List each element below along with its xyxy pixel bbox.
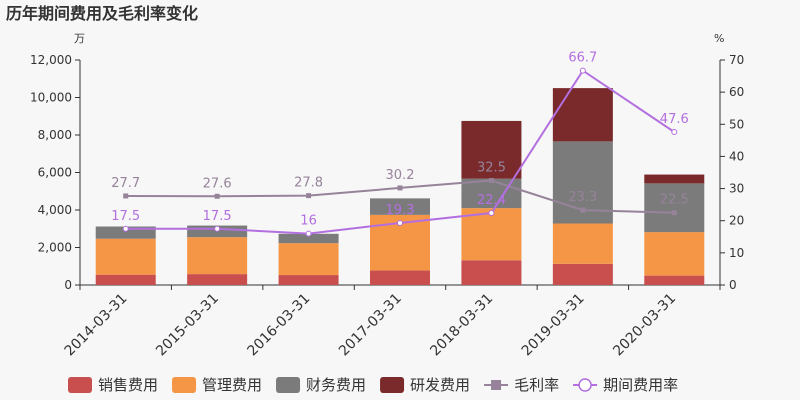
x-tick-label: 2014-03-31 [62,291,131,360]
bar-segment [552,223,613,264]
x-tick-label: 2019-03-31 [519,291,588,360]
y-right-tick-label: 20 [729,214,744,228]
legend-swatch [380,377,405,393]
data-label: 17.5 [111,209,140,224]
y-right-tick-label: 70 [729,53,744,67]
y-right-tick-label: 30 [729,182,744,196]
data-label: 23.3 [568,190,597,205]
x-tick-label: 2017-03-31 [336,291,405,360]
line-point [214,225,221,232]
bar-segment [370,198,430,215]
line-point [671,129,678,135]
line-point [397,219,403,226]
y-left-tick-label: 10,000 [30,91,72,105]
bars [95,88,705,285]
data-labels: 27.7 27.6 27.8 30.2 32.5 23.3 22.5 17.5 17.5 16 19… [111,51,689,229]
x-tick-label: 2020-03-31 [610,291,679,360]
line-point [306,193,312,199]
y-left-tick-label: 12,000 [30,53,72,67]
data-label: 19.3 [386,203,415,218]
line-point [488,178,494,184]
data-label: 27.8 [294,176,323,191]
y-left-tick-label: 0 [64,278,72,292]
data-label: 32.5 [477,161,506,176]
legend-label: 期间费用率 [603,376,678,394]
lines [122,67,678,237]
line-point [397,185,403,191]
bar-segment [278,275,339,285]
bar-segment [644,183,705,233]
x-tick-label: 2016-03-31 [245,291,314,360]
line-point [579,67,586,74]
y-right-tick-label: 50 [729,117,744,131]
legend-label: 管理费用 [202,376,262,394]
legend-swatch [68,377,92,393]
chart-title: 历年期间费用及毛利率变化 [6,4,198,23]
y-left-tick-label: 4,000 [38,203,72,217]
bar-segment [278,243,339,276]
bar-segment [95,274,156,285]
y-left-tick-label: 6,000 [38,166,72,180]
legend-label: 毛利率 [514,376,559,394]
bar-segment [552,263,613,285]
data-label: 27.6 [203,176,232,191]
line-point [122,225,129,232]
legend-swatch [172,377,197,393]
y-right-tick-label: 0 [729,278,737,292]
y-left-tick-label: 2,000 [38,241,72,255]
data-label: 47.6 [660,112,689,127]
line-point [580,207,586,213]
data-label: 27.7 [111,176,140,191]
data-label: 22.5 [660,193,689,208]
legend-swatch [276,377,301,393]
data-label: 17.5 [203,209,232,224]
legend-marker [491,380,502,390]
data-label: 66.7 [568,51,597,66]
y-right-unit: % [714,32,724,45]
line-point [488,210,495,216]
bar-segment [644,275,705,285]
bar-segment [187,274,248,285]
bar-segment [461,120,522,179]
x-tick-label: 2015-03-31 [153,291,222,360]
bar-segment [461,260,522,285]
data-label: 22.4 [477,193,506,208]
y-left-unit: 万 [74,32,85,45]
bar-segment [644,232,705,276]
bar-segment [552,88,613,142]
legend-marker [578,378,592,392]
line-point [671,210,677,216]
legend-label: 销售费用 [98,376,158,394]
data-label: 30.2 [386,168,415,183]
legend-label: 财务费用 [306,376,366,394]
data-label: 16 [300,214,317,229]
y-right-tick-label: 60 [729,85,744,99]
bar-segment [187,237,248,275]
line-point [214,193,220,199]
legend: 销售费用 管理费用 财务费用 研发费用 毛利率 期间费用率 [68,376,678,394]
y-right-tick-label: 10 [729,246,744,260]
bar-segment [370,270,430,285]
line-point [123,193,129,199]
line-point [305,230,312,237]
y-right-tick-label: 40 [729,149,744,163]
x-tick-label: 2018-03-31 [427,291,496,360]
legend-label: 研发费用 [410,376,470,394]
bar-segment [461,208,522,261]
bar-segment [95,238,156,275]
bar-segment [644,174,705,184]
bar-segment [278,233,339,244]
y-left-tick-label: 8,000 [38,128,72,142]
